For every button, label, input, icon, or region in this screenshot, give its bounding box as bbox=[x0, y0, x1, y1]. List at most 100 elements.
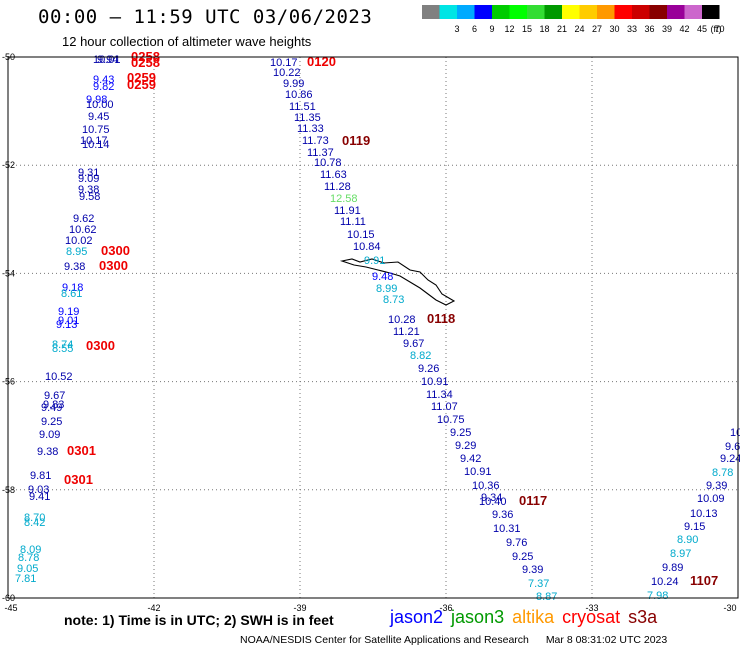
legend-swatch bbox=[702, 5, 720, 19]
map-frame bbox=[7, 56, 739, 599]
legend-label: 42 bbox=[679, 24, 689, 34]
swh-value-track-a: 8.95 bbox=[66, 246, 87, 258]
swh-value-track-a: 10.52 bbox=[45, 371, 73, 383]
swh-value-track-c: 8.97 bbox=[670, 548, 691, 560]
pass-time-label: 0117 bbox=[519, 493, 547, 508]
swh-value-track-b: 11.73 bbox=[302, 135, 329, 147]
swh-value-track-a: 9.09 bbox=[78, 173, 99, 185]
satellite-s3a: s3a bbox=[628, 607, 658, 627]
swh-value-track-a: 8.42 bbox=[24, 517, 45, 529]
map-subtitle: 12 hour collection of altimeter wave hei… bbox=[62, 34, 312, 49]
legend-label: 18 bbox=[539, 24, 549, 34]
swh-value-track-b: 10.78 bbox=[314, 157, 342, 169]
legend-swatch bbox=[422, 5, 440, 19]
swh-value-track-a: 10.14 bbox=[82, 139, 110, 151]
pass-time-label: 0259 bbox=[127, 70, 156, 85]
legend-swatch bbox=[492, 5, 510, 19]
legend-swatch bbox=[527, 5, 545, 19]
legend-label: 70 bbox=[714, 24, 724, 34]
swh-value-track-a: 9.05 bbox=[17, 563, 38, 575]
swh-value-track-b: 10.15 bbox=[347, 229, 375, 241]
swh-value-track-a: 9.94 bbox=[97, 54, 118, 66]
swh-value-track-b: 10.31 bbox=[493, 523, 521, 535]
satellite-altika: altika bbox=[512, 607, 555, 627]
pass-time-label: 0259 bbox=[127, 77, 156, 92]
swh-value-track-b: 9.76 bbox=[506, 537, 527, 549]
legend-label: 39 bbox=[662, 24, 672, 34]
swh-value-track-b: 8.82 bbox=[410, 350, 431, 362]
swh-value-track-a: 8.55 bbox=[52, 343, 73, 355]
legend-swatch bbox=[649, 5, 667, 19]
swh-value-track-b: 10.84 bbox=[353, 241, 381, 253]
legend-label: 15 bbox=[522, 24, 532, 34]
swh-value-track-a: 8.61 bbox=[61, 288, 82, 300]
swh-value-track-a: 8.09 bbox=[20, 544, 41, 556]
swh-value-track-b: 9.29 bbox=[455, 440, 476, 452]
swh-value-track-a: 9.81 bbox=[30, 470, 51, 482]
swh-value-track-b: 9.36 bbox=[492, 509, 513, 521]
swh-value-track-b: 11.37 bbox=[307, 147, 334, 159]
legend-swatch bbox=[597, 5, 615, 19]
swh-value-track-a: 9.41 bbox=[29, 491, 50, 503]
swh-value-track-a: 9.01 bbox=[58, 315, 79, 327]
swh-value-track-b: 11.63 bbox=[320, 169, 347, 181]
lat-tick-label: -56 bbox=[2, 377, 15, 387]
legend-swatch bbox=[667, 5, 685, 19]
legend-label: 3 bbox=[454, 24, 459, 34]
legend-label: 27 bbox=[592, 24, 602, 34]
pass-time-label: 0301 bbox=[67, 443, 96, 458]
swh-value-track-a: 9.31 bbox=[78, 167, 99, 179]
swh-value-track-a: 9.18 bbox=[62, 282, 83, 294]
swh-value-track-b: 8.99 bbox=[376, 283, 397, 295]
swh-value-track-b: 9.99 bbox=[283, 78, 304, 90]
swh-value-track-b: 9.91 bbox=[364, 255, 385, 267]
swh-value-track-b: 9.34 bbox=[481, 492, 502, 504]
swh-value-track-a: 7.81 bbox=[15, 573, 36, 585]
swh-value-track-c: 10.13 bbox=[690, 508, 718, 520]
lat-tick-label: -54 bbox=[2, 268, 15, 278]
swh-value-track-c: 8.90 bbox=[677, 534, 698, 546]
swh-value-track-b: 9.48 bbox=[372, 271, 393, 283]
swh-value-track-a: 9.13 bbox=[56, 319, 77, 331]
swh-value-track-c: 9.24 bbox=[720, 453, 740, 465]
swh-value-track-a: 9.45 bbox=[88, 111, 109, 123]
lon-tick-label: -42 bbox=[147, 603, 160, 613]
swh-value-track-c: 9.6 bbox=[725, 441, 740, 453]
satellite-legend: jason2 jason3 altika cryosat s3a bbox=[390, 607, 665, 628]
swh-value-track-b: 10.28 bbox=[388, 314, 416, 326]
swh-value-track-b: 11.91 bbox=[334, 205, 361, 217]
pass-time-label: 0301 bbox=[64, 472, 93, 487]
satellite-cryosat: cryosat bbox=[562, 607, 621, 627]
swh-value-track-a: 10.62 bbox=[69, 224, 97, 236]
legend-swatch bbox=[632, 5, 650, 19]
swh-value-track-b: 10.36 bbox=[472, 480, 500, 492]
lat-tick-label: -58 bbox=[2, 485, 15, 495]
swh-value-track-b: 9.42 bbox=[460, 453, 481, 465]
swh-value-track-a: 9.03 bbox=[28, 484, 49, 496]
swh-value-track-a: 9.82 bbox=[93, 81, 114, 93]
swh-value-track-a: 9.38 bbox=[37, 446, 58, 458]
swh-value-track-c: 10.24 bbox=[651, 576, 679, 588]
swh-value-track-b: 9.25 bbox=[512, 551, 533, 563]
pass-time-label: 0119 bbox=[342, 133, 370, 148]
swh-value-track-a: 9.98 bbox=[86, 94, 107, 106]
swh-value-track-b: 11.33 bbox=[297, 123, 324, 135]
generated-timestamp: Mar 8 08:31:02 UTC 2023 bbox=[545, 634, 668, 646]
lon-tick-label: -36 bbox=[439, 603, 452, 613]
swh-value-track-b: 11.34 bbox=[426, 389, 453, 401]
swh-value-track-a: 9.49 bbox=[41, 402, 62, 414]
swh-value-track-b: 11.07 bbox=[431, 401, 458, 413]
coastline-south-georgia bbox=[339, 258, 456, 306]
swh-value-track-b: 11.11 bbox=[340, 216, 366, 228]
swh-value-track-a: 8.70 bbox=[24, 512, 45, 524]
swh-value-track-b: 10.40 bbox=[479, 496, 507, 508]
swh-value-track-a: 10.02 bbox=[65, 235, 93, 247]
swh-value-track-a: 9.83 bbox=[43, 399, 64, 411]
pass-time-label: 1107 bbox=[690, 573, 718, 588]
legend-label: 9 bbox=[489, 24, 494, 34]
swh-value-track-c: 7.98 bbox=[647, 590, 668, 602]
swh-value-track-a: 10.75 bbox=[82, 124, 110, 136]
swh-value-track-a: 10.17 bbox=[80, 135, 108, 147]
swh-value-track-a: 9.62 bbox=[73, 213, 94, 225]
swh-value-track-c: 8.78 bbox=[712, 467, 733, 479]
